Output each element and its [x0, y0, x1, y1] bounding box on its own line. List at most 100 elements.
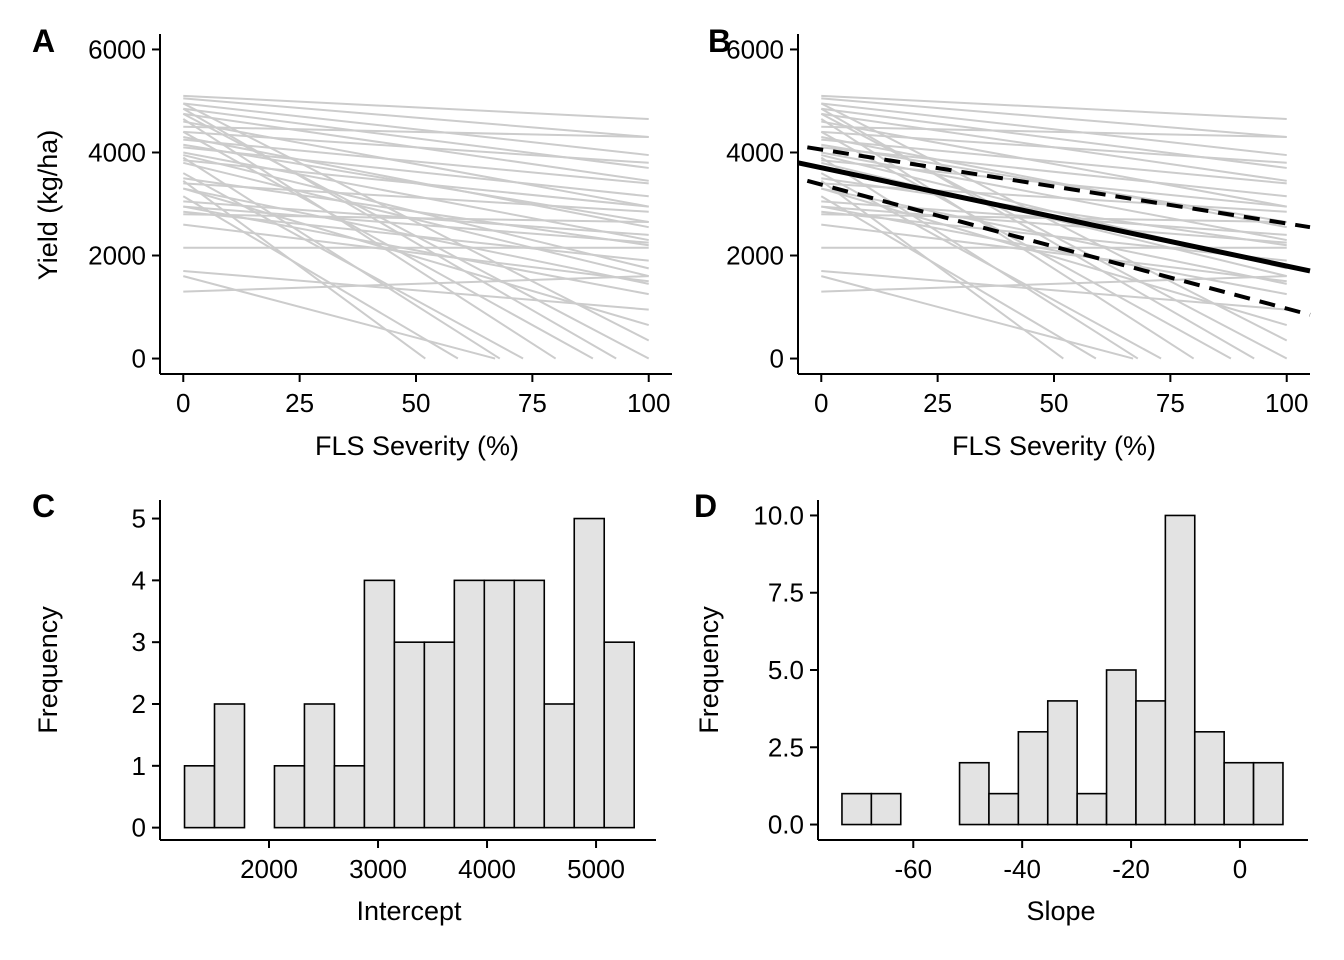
panel-d-letter: D: [694, 488, 717, 524]
panel-a-study-line: [183, 269, 649, 311]
panel-b-study-line: [820, 195, 1097, 360]
panel-c-x-tick-label: 2000: [240, 854, 298, 884]
panel-a-study-line: [183, 275, 496, 360]
panel-c-x-tick-label: 3000: [349, 854, 407, 884]
panel-c-y-tick-label: 3: [132, 627, 146, 657]
panel-a-x-tick-label: 50: [402, 388, 431, 418]
panel-b-fit-line: [797, 160, 1311, 274]
panel-a-axes: 0 25 50 75 100 0 2000 4000 6000: [88, 34, 672, 418]
panel-b-study-line: [820, 102, 1288, 342]
panel-d-bar: [958, 761, 990, 826]
panel-a-study-line: [182, 172, 524, 360]
panel-b-study-line: [820, 156, 1139, 360]
panel-a-lines: [182, 94, 650, 360]
panel-c-bar: [513, 579, 546, 829]
panel-c-axes: 2000 3000 4000 5000 0 1 2 3 4 5: [132, 500, 656, 884]
panel-b-y-tick-label: 2000: [726, 241, 784, 271]
panel-b-ci-lower-line: [806, 178, 1311, 317]
panel-b-study-line: [821, 120, 1287, 208]
panel-b-study-line: [821, 177, 1287, 247]
panel-b-x-tick-label: 75: [1156, 388, 1185, 418]
panel-b-study-line: [821, 102, 1287, 157]
panel-a-x-tick-label: 0: [176, 388, 190, 418]
panel-b-study-line: [821, 130, 1287, 164]
panel-c-bar: [363, 579, 396, 829]
panel-c-bar: [453, 579, 486, 829]
panel-c-letter: C: [32, 488, 55, 524]
panel-a-x-tick-label: 100: [627, 388, 670, 418]
panel-b-study-line: [821, 182, 1287, 213]
panel-c-y-tick-label: 4: [132, 565, 146, 595]
panel-d-y-tick-label: 5.0: [768, 655, 804, 685]
panel-c-bar: [603, 641, 635, 829]
panel-a-study-line: [182, 102, 650, 342]
panel-b-study-line: [821, 138, 1287, 185]
panel-b-y-tick-label: 4000: [726, 137, 784, 167]
panel-d-bar: [1223, 761, 1255, 826]
panel-c-xlabel: Intercept: [356, 896, 462, 926]
panel-d-y-tick-label: 2.5: [768, 732, 804, 762]
panel-b-axes: 0 25 50 75 100 0 2000 4000 6000: [726, 34, 1310, 418]
panel-d-bar: [1017, 731, 1049, 826]
panel-a-study-line: [183, 177, 649, 247]
panel-b-study-line: [820, 172, 1162, 360]
panel-c-x-tick-label: 4000: [458, 854, 516, 884]
panel-d-bar: [988, 792, 1020, 826]
panel-d-bars: [841, 514, 1284, 826]
panel-d-bar: [1164, 514, 1196, 826]
panel-c-ylabel: Frequency: [33, 606, 63, 734]
panel-a-study-line: [183, 205, 649, 244]
panel-d-x-tick-label: 0: [1233, 854, 1247, 884]
panel-d-x-tick-label: -60: [894, 854, 932, 884]
panel-c-bars: [183, 517, 635, 829]
panel-a-study-line: [182, 107, 617, 360]
panel-a-study-line: [183, 223, 649, 283]
panel-d-bar: [841, 792, 873, 826]
panel-a-y-tick-label: 6000: [88, 34, 146, 64]
panel-a-study-line: [183, 159, 649, 208]
panel-b-study-line: [820, 107, 1255, 360]
panel-b-study-line: [821, 97, 1287, 139]
panel-b-y-tick-label: 0: [770, 344, 784, 374]
panel-a: A 0 25 50 75 100 0 2000 4000 6000 FLS Severity (…: [32, 23, 672, 461]
panel-a-study-line: [183, 138, 649, 185]
panel-a-x-tick-label: 75: [518, 388, 547, 418]
panel-d-x-tick-label: -40: [1003, 854, 1041, 884]
panel-a-letter: A: [32, 23, 55, 59]
panel-a-study-line: [183, 125, 649, 139]
panel-d-bar: [1046, 700, 1078, 826]
panel-b-y-tick-label: 6000: [726, 34, 784, 64]
panel-b-study-line: [821, 275, 1134, 360]
panel-b-x-tick-label: 50: [1040, 388, 1069, 418]
panel-b-xlabel: FLS Severity (%): [952, 431, 1156, 461]
panel-a-study-line: [183, 130, 649, 164]
panel-d-xlabel: Slope: [1026, 896, 1095, 926]
panel-c-bar: [333, 765, 366, 829]
panel-c-bar: [393, 641, 426, 829]
panel-c-bar: [573, 517, 606, 829]
panel-b-study-line: [820, 112, 1288, 360]
panel-b-study-line: [820, 131, 1232, 360]
panel-a-study-line: [183, 275, 649, 293]
panel-c: C 2000 3000 4000 5000 0 1 2 3 4 5 Intercept Frequ…: [32, 488, 656, 926]
panel-b-study-line: [821, 205, 1287, 296]
panel-c-bar: [423, 641, 456, 829]
panel-b-study-line: [821, 269, 1287, 311]
panel-b-ci-upper-line: [806, 145, 1311, 230]
panel-a-study-line: [182, 156, 501, 360]
panel-a-study-line: [183, 182, 649, 213]
panel-b: B 0 25 50 75 100 0 2000 4000 6000 FLS Severity (…: [708, 23, 1311, 461]
panel-a-study-line: [183, 97, 649, 139]
panel-a-x-tick-label: 25: [285, 388, 314, 418]
panel-a-xlabel: FLS Severity (%): [315, 431, 519, 461]
panel-d-y-tick-label: 7.5: [768, 578, 804, 608]
panel-a-y-tick-label: 4000: [88, 137, 146, 167]
panel-c-y-tick-label: 5: [132, 504, 146, 534]
panel-b-study-line: [821, 136, 1287, 229]
panel-d-ylabel: Frequency: [694, 606, 724, 734]
panel-a-y-tick-label: 2000: [88, 241, 146, 271]
panel-c-x-tick-label: 5000: [567, 854, 625, 884]
panel-d-axes: -60 -40 -20 0 0.0 2.5 5.0 7.5 10.0: [753, 500, 1308, 884]
panel-b-study-line: [821, 94, 1287, 120]
panel-b-study-line: [821, 223, 1287, 283]
